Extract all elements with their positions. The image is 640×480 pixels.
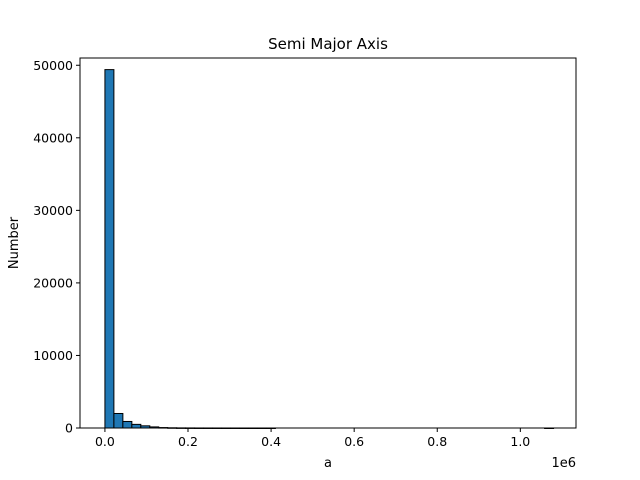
y-tick-label: 10000 (33, 348, 73, 363)
x-axis-offset-label: 1e6 (551, 456, 576, 471)
x-tick-label: 0.2 (178, 434, 198, 449)
x-axis-ticks: 0.0 0.2 0.4 0.6 0.8 1.0 (95, 428, 530, 449)
y-tick-label: 0 (65, 421, 73, 436)
y-axis-label: Number (7, 216, 22, 269)
y-tick-label: 40000 (33, 130, 73, 145)
x-axis-label: a (324, 456, 332, 471)
y-tick-label: 30000 (33, 203, 73, 218)
y-tick-label: 20000 (33, 275, 73, 290)
x-tick-label: 0.8 (427, 434, 447, 449)
histogram-bar (122, 420, 133, 429)
x-tick-label: 0.0 (95, 434, 115, 449)
y-tick-label: 50000 (33, 58, 73, 73)
histogram-bar (104, 69, 115, 429)
x-tick-label: 1.0 (510, 434, 530, 449)
plot-frame (79, 57, 577, 429)
chart-title: Semi Major Axis (268, 35, 388, 53)
x-tick-label: 0.4 (261, 434, 281, 449)
y-axis-ticks: 0 10000 20000 30000 40000 50000 (33, 58, 80, 436)
bars-group (104, 69, 555, 429)
x-tick-label: 0.6 (344, 434, 364, 449)
histogram-bar (131, 423, 142, 429)
histogram-bar (113, 412, 124, 429)
